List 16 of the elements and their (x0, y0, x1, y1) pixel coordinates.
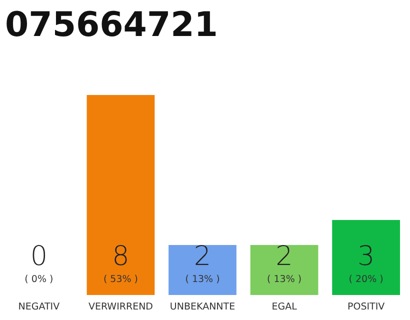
x-tick-label: NEGATIV (18, 302, 60, 312)
data-label: 0 (30, 241, 48, 272)
annotation: ( 53% ) (103, 274, 138, 285)
data-label: 3 (357, 241, 375, 272)
chart-title: 075664721 (5, 5, 218, 45)
x-tick-label: VERWIRREND (88, 302, 153, 312)
data-label: 2 (276, 241, 293, 272)
data-label: 2 (194, 241, 212, 272)
x-tick-label: UNBEKANNTE (170, 302, 236, 312)
annotation: ( 13% ) (185, 274, 220, 285)
annotation: ( 13% ) (266, 274, 302, 285)
data-label: 8 (112, 241, 130, 272)
x-tick-label: EGAL (272, 302, 298, 312)
x-tick-label: POSITIV (347, 302, 386, 312)
annotation: ( 20% ) (348, 274, 384, 285)
annotation: ( 0% ) (24, 274, 54, 285)
